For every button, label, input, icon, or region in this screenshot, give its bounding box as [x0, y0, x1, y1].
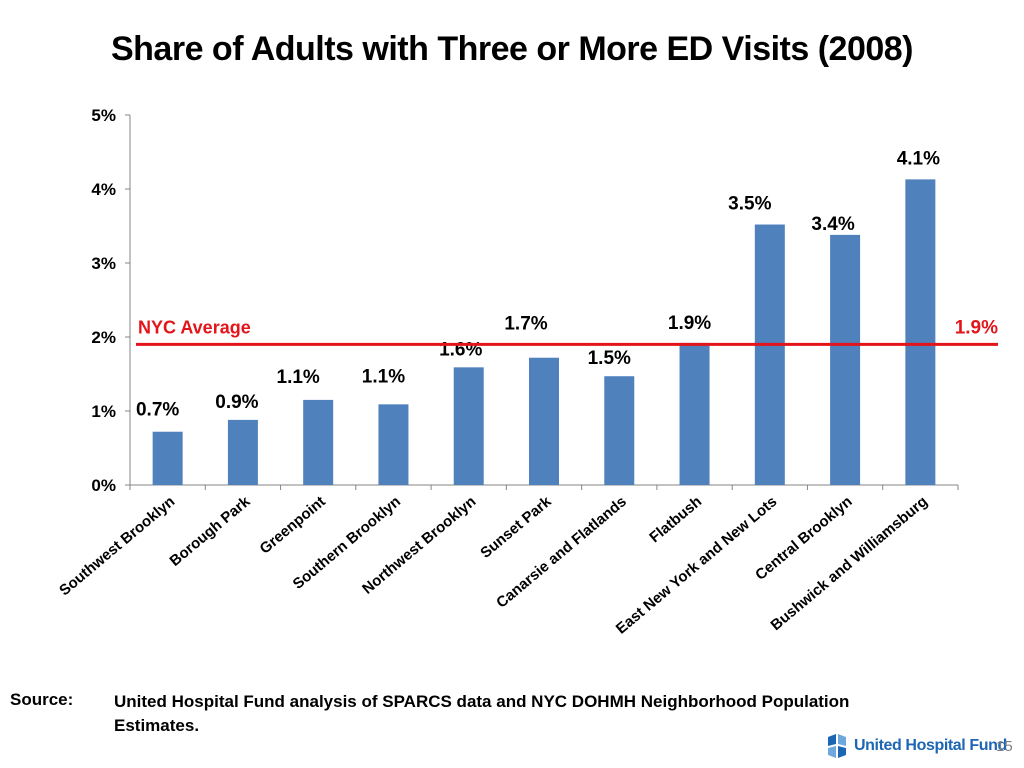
bar-value-label: 3.4% — [811, 214, 854, 235]
bar — [453, 367, 484, 485]
source-label: Source: — [10, 690, 74, 709]
category-label: East New York and New Lots — [613, 493, 781, 637]
category-label: Greenpoint — [257, 493, 329, 557]
nyc-average-label: NYC Average — [138, 317, 251, 337]
y-tick-label: 5% — [91, 106, 116, 125]
bar — [679, 342, 710, 485]
bar-value-label: 1.6% — [439, 339, 482, 360]
bar — [830, 234, 861, 485]
nyc-average-value: 1.9% — [955, 317, 998, 338]
organization-logo: United Hospital Fund — [826, 732, 1007, 760]
logo-text: United Hospital Fund — [854, 737, 1007, 754]
bar — [905, 179, 936, 485]
bar-value-label: 1.7% — [504, 314, 547, 335]
bar — [303, 399, 334, 485]
source-text: United Hospital Fund analysis of SPARCS … — [114, 692, 850, 735]
bar — [378, 404, 409, 485]
bar — [227, 419, 258, 485]
page-number: 15 — [996, 738, 1013, 755]
category-label: Borough Park — [167, 493, 254, 570]
chart-title: Share of Adults with Three or More ED Vi… — [110, 30, 914, 68]
bar — [152, 431, 183, 485]
bar-value-label: 3.5% — [728, 194, 771, 215]
category-label: Flatbush — [646, 493, 705, 546]
bar — [754, 224, 785, 485]
bar-value-label: 1.9% — [668, 313, 711, 334]
bar-value-label: 0.7% — [136, 400, 179, 421]
category-label: Southwest Brooklyn — [56, 493, 178, 599]
bar-value-label: 1.1% — [277, 367, 320, 388]
y-tick-label: 4% — [91, 180, 116, 199]
bar-chart: 0% 1% 2% 3% 4% 5% 0.7% Southwest Brooklyn 0.9% Bo… — [56, 106, 998, 638]
category-label: Canarsie and Flatlands — [493, 493, 630, 612]
bar-value-label: 4.1% — [897, 148, 940, 169]
y-tick-label: 2% — [91, 328, 116, 347]
category-label: Sunset Park — [477, 493, 555, 562]
bar-value-label: 1.1% — [362, 366, 405, 387]
bar — [529, 357, 559, 485]
bar-value-label: 1.5% — [588, 348, 631, 369]
y-tick-label: 0% — [91, 476, 116, 495]
bar — [604, 376, 635, 485]
category-label: Bushwick and Williamsburg — [768, 493, 931, 634]
y-tick-label: 1% — [91, 402, 116, 421]
uhf-logo-icon — [828, 734, 846, 758]
bar-value-label: 0.9% — [215, 392, 258, 413]
y-tick-label: 3% — [91, 254, 116, 273]
